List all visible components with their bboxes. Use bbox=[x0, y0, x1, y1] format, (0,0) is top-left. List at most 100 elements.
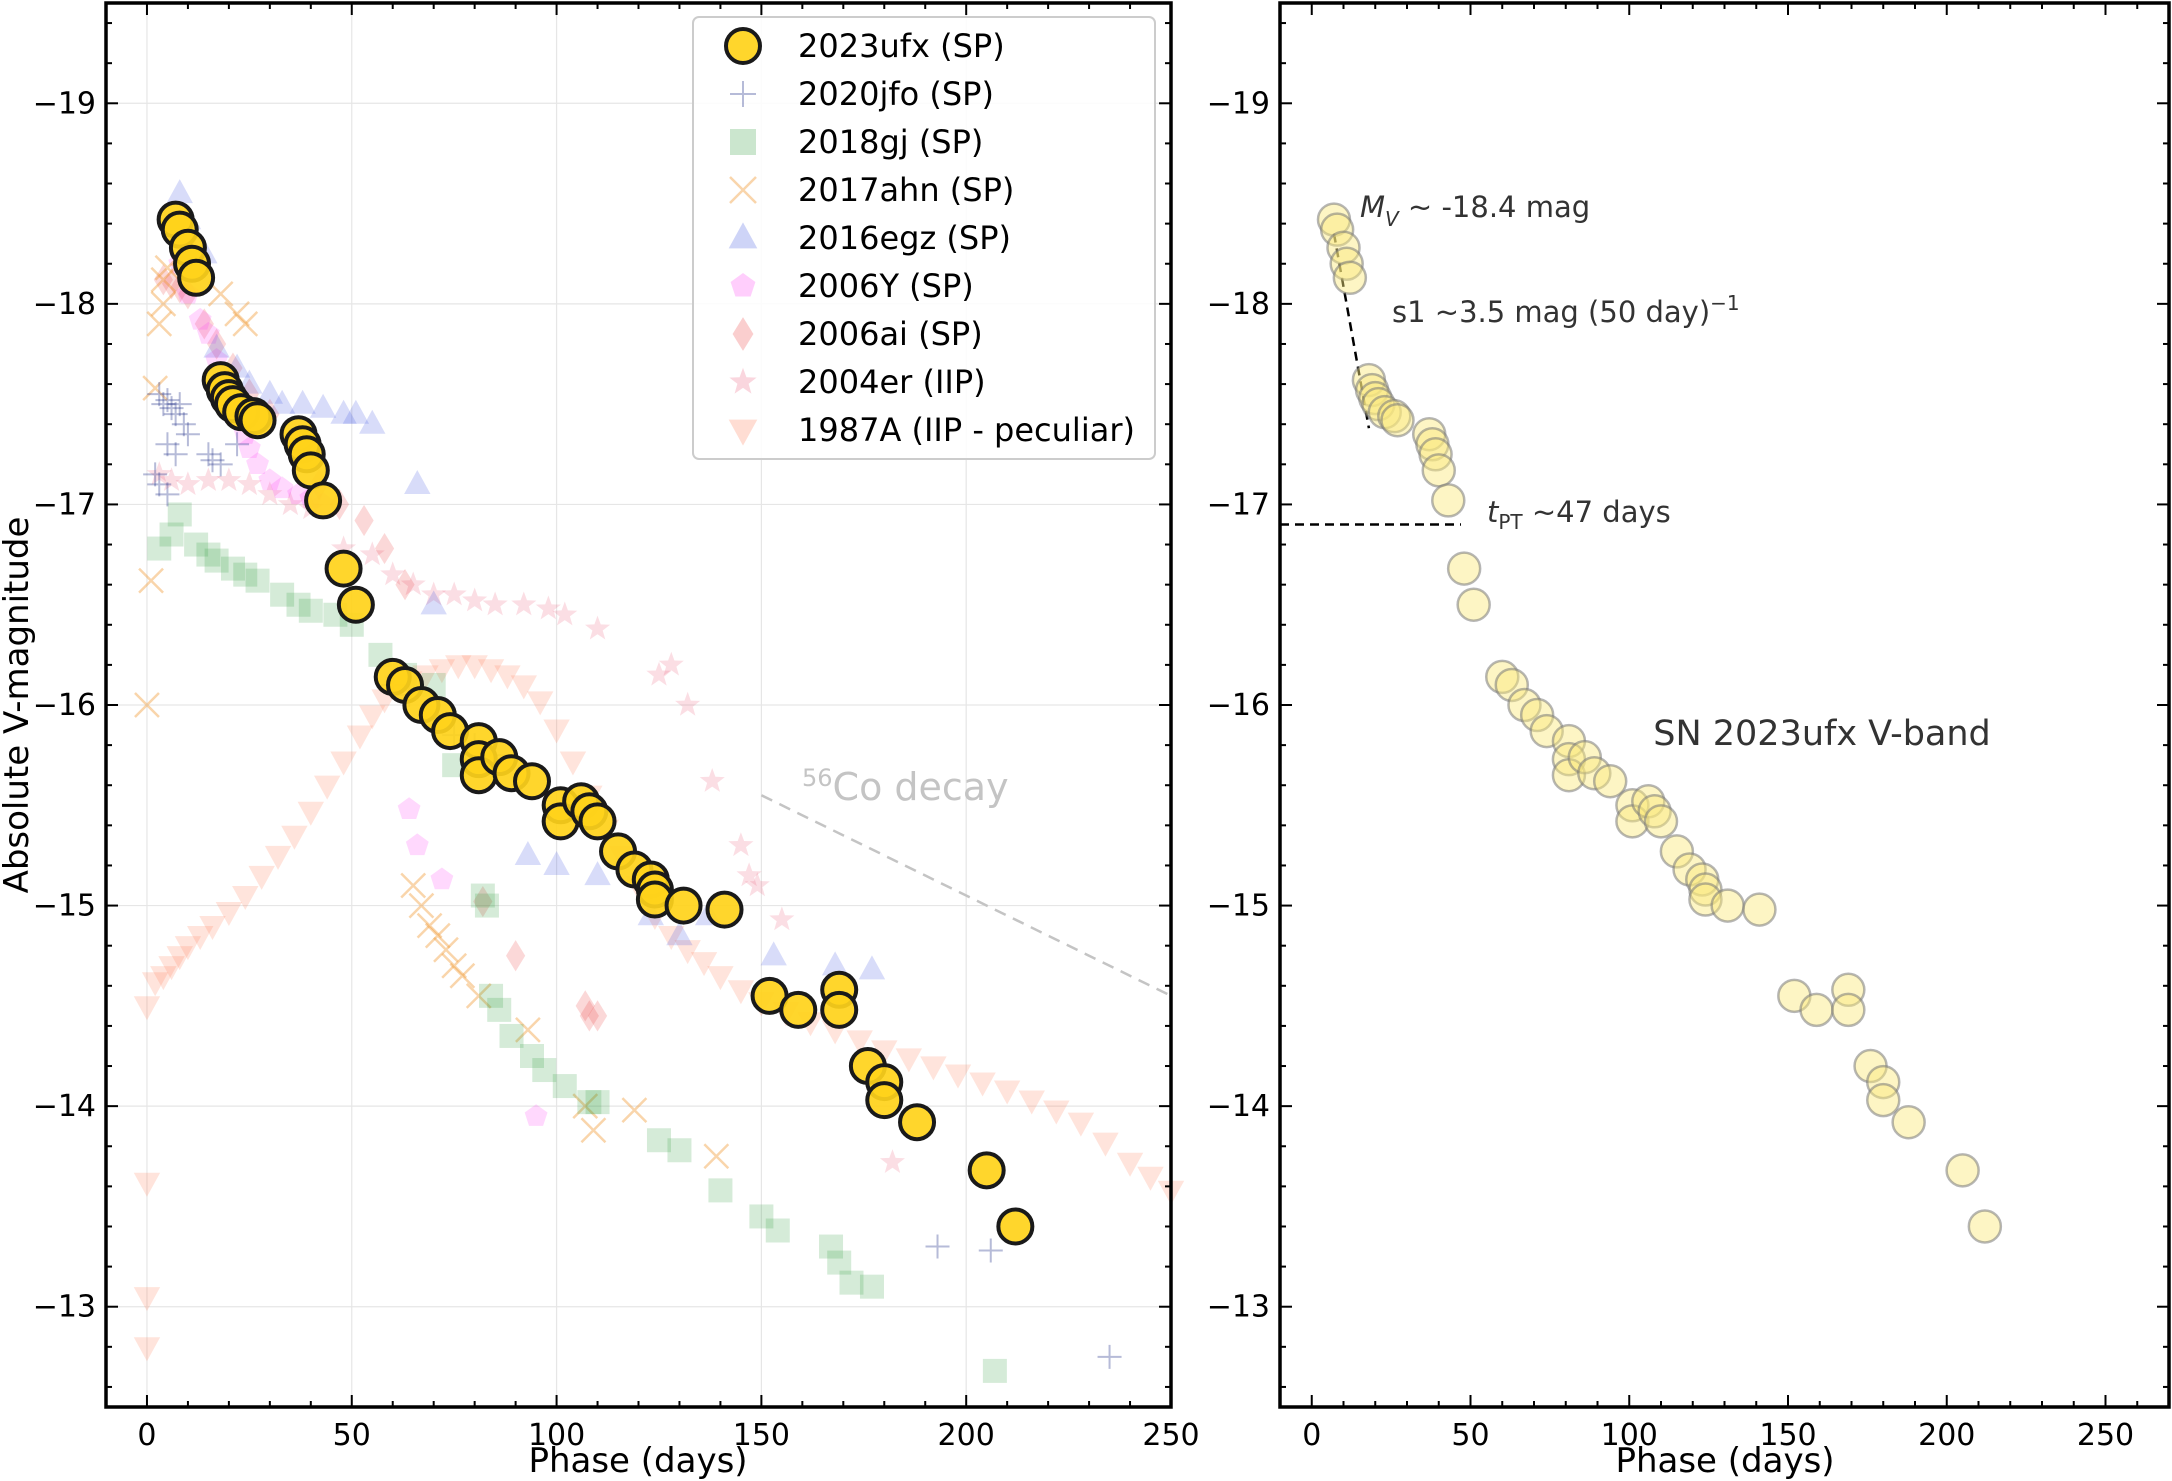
point-sn2004er bbox=[421, 581, 447, 606]
cobalt-decay-text: Co decay bbox=[833, 765, 1009, 809]
point-sn1987A bbox=[969, 1072, 996, 1097]
point-ufx-right bbox=[1637, 794, 1672, 829]
point-sn2018gj bbox=[552, 1074, 577, 1099]
point-sn2020jfo bbox=[143, 462, 168, 487]
point-sn2006ai bbox=[170, 272, 190, 304]
point-sn2006ai bbox=[153, 264, 173, 296]
legend-label-ufx: 2023ufx (SP) bbox=[798, 27, 1005, 65]
point-sn2006ai bbox=[575, 990, 595, 1022]
point-sn1987A bbox=[281, 825, 308, 850]
point-sn2016egz bbox=[404, 469, 431, 494]
point-sn2006Y bbox=[258, 468, 282, 491]
point-ufx bbox=[779, 990, 818, 1029]
point-sn2016egz bbox=[268, 389, 296, 414]
cobalt-decay-sup: 56 bbox=[802, 764, 833, 792]
left-ytick-label: −14 bbox=[33, 1089, 96, 1124]
point-ufx-right bbox=[1866, 1064, 1901, 1100]
right-ticks: 0 50 100 150 200 250 −19 −18 −17 −16 −15 −14 −13 bbox=[1207, 3, 2170, 1453]
point-ufx bbox=[177, 258, 216, 297]
point-sn2018gj bbox=[286, 592, 311, 617]
point-sn2017ahn bbox=[150, 266, 177, 293]
point-sn2006Y bbox=[197, 321, 220, 344]
slope-annotation: s1 ~3.5 mag (50 day)−1 bbox=[1392, 291, 1740, 329]
point-sn2006ai bbox=[354, 504, 374, 537]
point-ufx-right bbox=[1332, 260, 1368, 296]
point-ufx bbox=[336, 585, 375, 624]
point-sn1987A bbox=[215, 901, 243, 926]
point-sn2018gj bbox=[204, 548, 229, 573]
point-sn1987A bbox=[1092, 1132, 1119, 1157]
point-sn2004er bbox=[585, 615, 611, 640]
point-sn2017ahn bbox=[150, 290, 177, 317]
point-ufx bbox=[513, 762, 551, 801]
left-xlabel: Phase (days) bbox=[528, 1441, 747, 1481]
point-sn2006ai bbox=[579, 1000, 599, 1032]
point-sn2020jfo bbox=[163, 442, 188, 467]
cobalt-decay: 56Co decay bbox=[760, 764, 1172, 997]
legend-marker-sn2006ai bbox=[732, 317, 754, 351]
point-ufx-right bbox=[1319, 212, 1355, 247]
legend: 2023ufx (SP) 2020jfo (SP) 2018gj (SP) 2017a… bbox=[692, 16, 1156, 460]
right-xtick-label: 100 bbox=[1601, 1418, 1658, 1453]
point-sn1987A bbox=[707, 966, 734, 991]
right-xtick-label: 150 bbox=[1759, 1418, 1816, 1453]
point-ufx-right bbox=[1688, 882, 1723, 917]
point-sn1987A bbox=[133, 1287, 161, 1312]
left-ytick-label: −17 bbox=[33, 487, 96, 522]
plateau-annotation: tPT ~47 days bbox=[1487, 495, 1671, 534]
point-sn2018gj bbox=[245, 568, 270, 593]
point-sn2020jfo bbox=[175, 422, 200, 447]
point-sn2004er bbox=[175, 471, 201, 496]
point-sn2018gj bbox=[196, 542, 221, 567]
point-sn2017ahn bbox=[433, 936, 459, 963]
point-sn2004er bbox=[646, 661, 672, 686]
legend-marker-sn2020jfo bbox=[730, 81, 756, 107]
point-sn1987A bbox=[297, 801, 325, 826]
point-sn2018gj bbox=[819, 1234, 844, 1259]
point-sn2018gj bbox=[577, 1090, 602, 1115]
peak-annotation-prefix: M bbox=[1360, 190, 1385, 224]
right-ytick-label: −14 bbox=[1207, 1089, 1270, 1124]
point-ufx-right bbox=[1446, 551, 1482, 586]
left-ytick-label: −19 bbox=[33, 86, 96, 121]
point-sn2018gj bbox=[982, 1358, 1007, 1383]
point-sn2016egz bbox=[256, 379, 284, 404]
point-ufx-right bbox=[1431, 483, 1466, 518]
point-sn2006Y bbox=[405, 833, 429, 856]
point-sn2004er bbox=[736, 862, 762, 887]
point-ufx bbox=[664, 886, 703, 925]
point-sn1987A bbox=[133, 1172, 161, 1197]
peak-annotation-sub: V bbox=[1385, 207, 1400, 231]
left-ylabel: Absolute V-magnitude bbox=[0, 517, 37, 894]
point-ufx bbox=[820, 990, 859, 1029]
point-sn2020jfo bbox=[978, 1238, 1003, 1263]
left-xtick-label: 100 bbox=[528, 1418, 585, 1453]
point-sn1987A bbox=[412, 665, 439, 690]
point-ufx-right bbox=[1659, 834, 1695, 869]
point-ufx-right bbox=[1631, 784, 1666, 819]
point-sn2006ai bbox=[194, 308, 214, 340]
legend-marker-sn2016egz bbox=[728, 222, 758, 249]
point-ufx bbox=[578, 802, 617, 841]
point-sn2018gj bbox=[765, 1218, 790, 1243]
point-sn1987A bbox=[871, 1040, 898, 1065]
point-sn2020jfo bbox=[155, 388, 180, 413]
left-xtick-label: 0 bbox=[137, 1418, 156, 1453]
plateau-annotation-prefix: t bbox=[1487, 495, 1500, 529]
point-sn2016egz bbox=[821, 951, 849, 976]
point-sn2004er bbox=[216, 467, 242, 491]
point-sn1987A bbox=[895, 1048, 923, 1073]
right-xtick-label: 200 bbox=[1918, 1418, 1975, 1453]
point-sn2004er bbox=[535, 595, 561, 620]
point-sn2006ai bbox=[587, 1000, 608, 1032]
left-xtick-label: 150 bbox=[733, 1418, 790, 1453]
point-sn1987A bbox=[313, 775, 341, 800]
point-sn2004er bbox=[675, 691, 701, 716]
legend-label-sn2020jfo: 2020jfo (SP) bbox=[798, 75, 994, 113]
point-sn2017ahn bbox=[621, 1097, 648, 1124]
point-sn2017ahn bbox=[232, 311, 259, 337]
point-ufx-right bbox=[1494, 667, 1530, 703]
point-sn2020jfo bbox=[147, 382, 172, 407]
right-ytick-label: −13 bbox=[1207, 1290, 1270, 1325]
point-sn2020jfo bbox=[171, 412, 196, 437]
